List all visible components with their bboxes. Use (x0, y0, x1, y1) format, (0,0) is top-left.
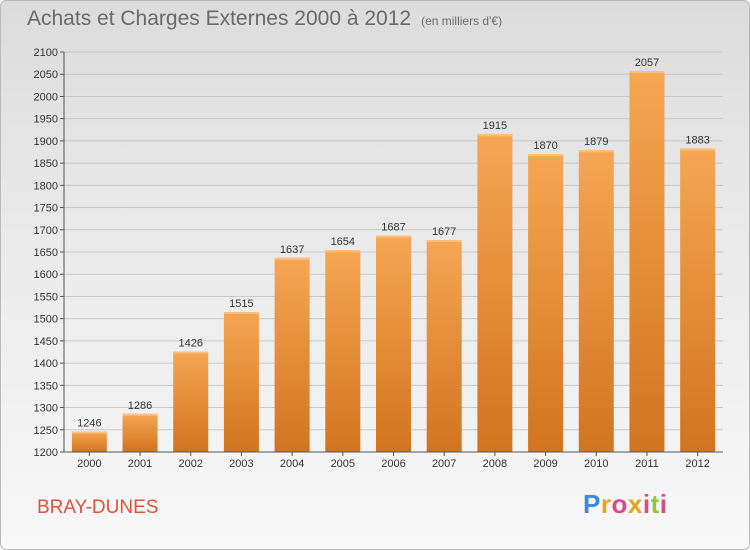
chart-title-text: Achats et Charges Externes 2000 à 2012 (27, 7, 412, 30)
value-label-2002: 1426 (178, 338, 202, 350)
bar-top-highlight (325, 250, 361, 253)
bar-top-highlight (274, 257, 310, 260)
y-tick-label: 1750 (34, 203, 58, 215)
value-label-2010: 1879 (584, 136, 608, 148)
y-tick-label: 1850 (34, 158, 58, 170)
x-tick-label-2002: 2002 (178, 458, 202, 470)
y-tick-label: 1650 (34, 247, 58, 259)
bar-2002 (173, 351, 209, 452)
x-tick-label-2008: 2008 (483, 458, 507, 470)
x-tick-label-2011: 2011 (635, 458, 659, 470)
bar-2006 (376, 235, 411, 452)
y-tick-label: 2000 (34, 91, 58, 103)
value-label-2007: 1677 (432, 226, 456, 238)
bar-2005 (325, 250, 361, 452)
x-axis-ticks: 2000 2001 2002 2003 2004 2005 2006 2007 2008 2009… (77, 452, 710, 470)
y-tick-label: 1300 (34, 403, 58, 415)
y-tick-label: 1250 (34, 425, 58, 437)
x-tick-label-2012: 2012 (685, 458, 709, 470)
location-name: BRAY-DUNES (37, 497, 159, 518)
y-tick-label: 1950 (34, 114, 58, 126)
bar-2010 (578, 150, 614, 452)
x-tick-label-2009: 2009 (533, 458, 557, 470)
x-tick-label-2010: 2010 (584, 458, 608, 470)
x-tick-label-2006: 2006 (381, 458, 405, 470)
y-tick-label: 1200 (34, 447, 58, 459)
bar-top-highlight (528, 154, 564, 157)
value-label-2011: 2057 (635, 57, 659, 69)
bar-top-highlight (223, 312, 259, 314)
value-label-2005: 1654 (331, 236, 355, 248)
value-label-2012: 1883 (685, 134, 709, 146)
y-axis-ticks: 1200 1250 1300 1350 1400 1450 1500 1550 1600 1650… (34, 47, 64, 459)
bar-2011 (629, 71, 665, 452)
bar-top-highlight (376, 235, 411, 238)
bar-2001 (122, 413, 158, 452)
bar-top-highlight (680, 148, 716, 151)
x-tick-label-2001: 2001 (128, 458, 152, 470)
value-label-2006: 1687 (381, 222, 405, 234)
y-tick-label: 2050 (34, 69, 58, 81)
bar-2000 (71, 431, 107, 452)
bar-2008 (477, 134, 513, 452)
value-label-2001: 1286 (128, 400, 152, 412)
value-label-2008: 1915 (483, 120, 507, 132)
x-tick-label-2007: 2007 (432, 458, 456, 470)
y-tick-label: 2100 (34, 47, 58, 59)
bar-top-highlight (71, 431, 107, 434)
bar-top-highlight (426, 240, 462, 242)
bar-2012 (680, 148, 716, 452)
bar-2009 (528, 154, 564, 452)
value-label-2000: 1246 (77, 418, 101, 430)
bar-2003 (223, 312, 259, 452)
axes (63, 52, 723, 453)
y-tick-label: 1550 (34, 291, 58, 303)
value-labels: 1246 1286 1426 1515 1637 1654 1687 1677 1915 1870… (77, 57, 710, 429)
y-tick-label: 1900 (34, 136, 58, 148)
y-tick-label: 1450 (34, 336, 58, 348)
y-tick-label: 1400 (34, 358, 58, 370)
x-tick-label-2005: 2005 (331, 458, 355, 470)
y-tick-label: 1600 (34, 269, 58, 281)
proxiti-logo: Proxiti (583, 489, 668, 519)
x-tick-label-2003: 2003 (229, 458, 253, 470)
y-tick-label: 1350 (34, 380, 58, 392)
bar-top-highlight (477, 134, 513, 137)
bar-top-highlight (578, 150, 614, 153)
y-tick-label: 1800 (34, 180, 58, 192)
x-tick-label-2000: 2000 (77, 458, 101, 470)
x-tick-label-2004: 2004 (280, 458, 304, 470)
value-label-2009: 1870 (533, 140, 557, 152)
bar-top-highlight (122, 413, 158, 416)
value-label-2003: 1515 (229, 298, 253, 310)
bars (71, 71, 716, 452)
bar-top-highlight (173, 351, 209, 354)
y-tick-label: 1500 (34, 314, 58, 326)
chart-unit: (en milliers d'€) (421, 14, 503, 28)
value-label-2004: 1637 (280, 244, 304, 256)
bar-2007 (426, 240, 462, 452)
bar-top-highlight (629, 71, 665, 74)
bar-2004 (274, 257, 310, 452)
chart-title: Achats et Charges Externes 2000 à 2012 (e… (27, 7, 502, 31)
y-tick-label: 1700 (34, 225, 58, 237)
